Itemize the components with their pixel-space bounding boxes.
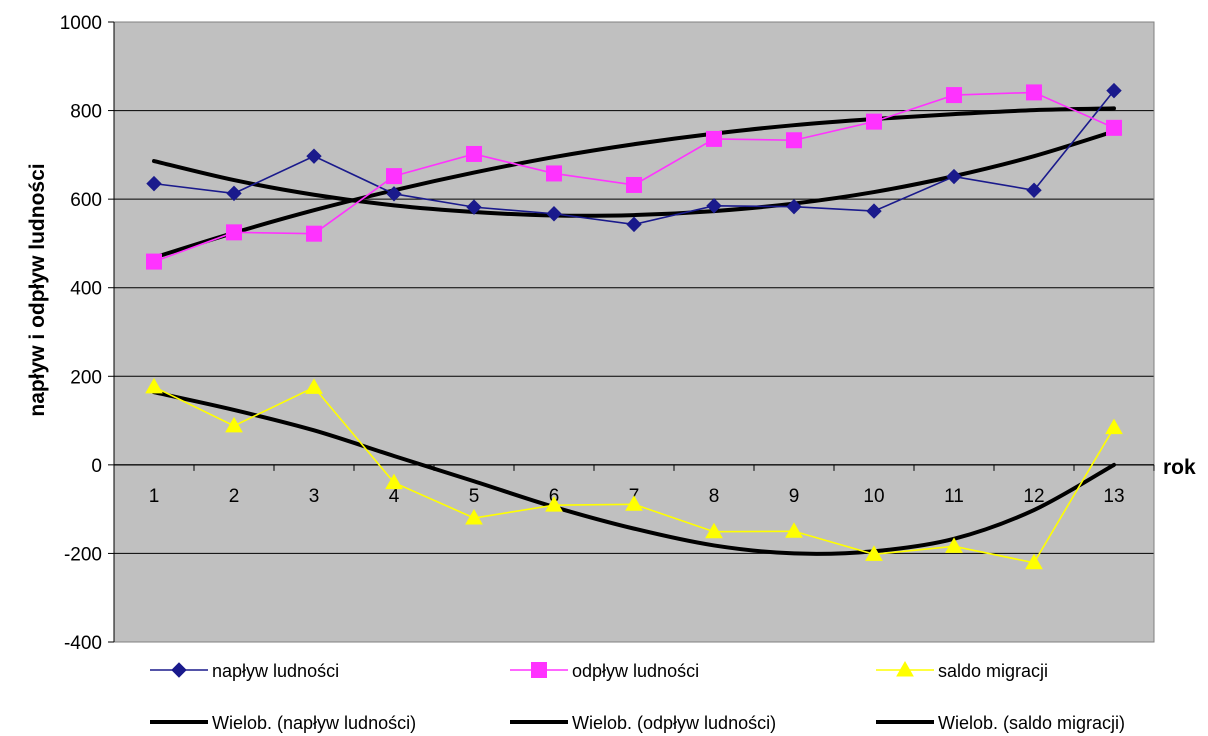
y-tick-labels: -400 -200 0 200 400 600 800 1000 <box>60 13 115 654</box>
data-point <box>626 176 642 193</box>
y-tick-label: 800 <box>70 102 102 123</box>
x-tick-label: 8 <box>709 486 720 507</box>
y-tick-label: 1000 <box>60 13 102 34</box>
data-point <box>146 253 162 270</box>
data-point <box>626 216 642 233</box>
data-point <box>546 165 562 182</box>
data-point <box>945 537 963 553</box>
x-tick-label: 1 <box>149 486 160 507</box>
x-tick-label: 11 <box>944 486 964 507</box>
data-point <box>786 132 802 149</box>
series <box>146 84 1122 270</box>
data-point <box>145 377 163 394</box>
legend-entry: Wielob. (odpływ ludności) <box>510 713 776 733</box>
y-tick-label: 0 <box>91 456 102 477</box>
legend-entry: napływ ludności <box>150 661 339 681</box>
data-point <box>386 186 402 202</box>
data-point <box>466 145 482 162</box>
data-point <box>466 199 482 215</box>
data-point <box>1106 119 1122 136</box>
legend-label: napływ ludności <box>212 661 339 681</box>
data-point <box>706 130 722 147</box>
plot-area <box>114 22 1154 642</box>
y-tick-label: 400 <box>70 279 102 300</box>
legend-marker <box>171 662 187 678</box>
data-point <box>146 175 162 192</box>
legend-entry: odpływ ludności <box>510 661 699 681</box>
legend: napływ ludności odpływ ludności saldo migr… <box>150 660 1125 733</box>
legend-marker <box>896 660 914 677</box>
data-point <box>306 225 322 242</box>
data-point <box>225 416 243 433</box>
data-point <box>946 87 962 104</box>
data-point <box>305 378 323 394</box>
legend-entry: saldo migracji <box>876 660 1048 681</box>
x-tick-label: 4 <box>389 486 400 507</box>
data-point <box>866 203 882 219</box>
data-point <box>546 206 562 222</box>
series <box>145 377 1123 570</box>
data-point <box>786 198 802 215</box>
data-point <box>785 522 803 538</box>
y-tick-label: 200 <box>70 367 102 388</box>
data-point <box>866 113 882 130</box>
trendline <box>152 106 1116 260</box>
x-tick-label: 10 <box>863 486 884 507</box>
x-tick-label: 12 <box>1023 486 1044 507</box>
data-point <box>226 224 242 241</box>
y-tick-label: 600 <box>70 190 102 211</box>
data-point <box>1026 182 1042 198</box>
x-tick-label: 13 <box>1103 486 1124 507</box>
data-point <box>1025 553 1043 570</box>
legend-marker <box>531 662 547 678</box>
data-point <box>385 473 403 490</box>
x-tick-label: 2 <box>229 486 240 507</box>
x-axis-title: rok <box>1163 456 1196 479</box>
data-point <box>226 185 242 202</box>
data-series <box>145 82 1123 570</box>
y-tick-label: -400 <box>64 633 102 654</box>
data-point <box>465 508 483 525</box>
data-point <box>625 495 643 511</box>
data-point <box>1106 82 1122 99</box>
legend-entry: Wielob. (saldo migracji) <box>876 713 1125 733</box>
data-point <box>545 496 563 512</box>
series <box>146 82 1122 233</box>
data-point <box>946 168 962 185</box>
legend-label: Wielob. (napływ ludności) <box>212 713 416 733</box>
data-point <box>1105 418 1123 435</box>
x-tick-label: 5 <box>469 486 480 507</box>
data-point <box>386 168 402 185</box>
legend-entry: Wielob. (napływ ludności) <box>150 713 416 733</box>
data-point <box>1026 84 1042 101</box>
data-point <box>706 198 722 214</box>
legend-label: saldo migracji <box>938 661 1048 681</box>
y-axis-title: napływ i odpływ ludności <box>26 163 49 416</box>
data-point <box>705 522 723 539</box>
legend-label: Wielob. (saldo migracji) <box>938 713 1125 733</box>
data-point <box>865 545 883 561</box>
x-tick-label: 3 <box>309 486 320 507</box>
y-tick-label: -200 <box>64 544 102 565</box>
legend-label: odpływ ludności <box>572 661 699 681</box>
legend-label: Wielob. (odpływ ludności) <box>572 713 776 733</box>
data-point <box>306 148 322 164</box>
x-tick-label: 9 <box>789 486 800 507</box>
